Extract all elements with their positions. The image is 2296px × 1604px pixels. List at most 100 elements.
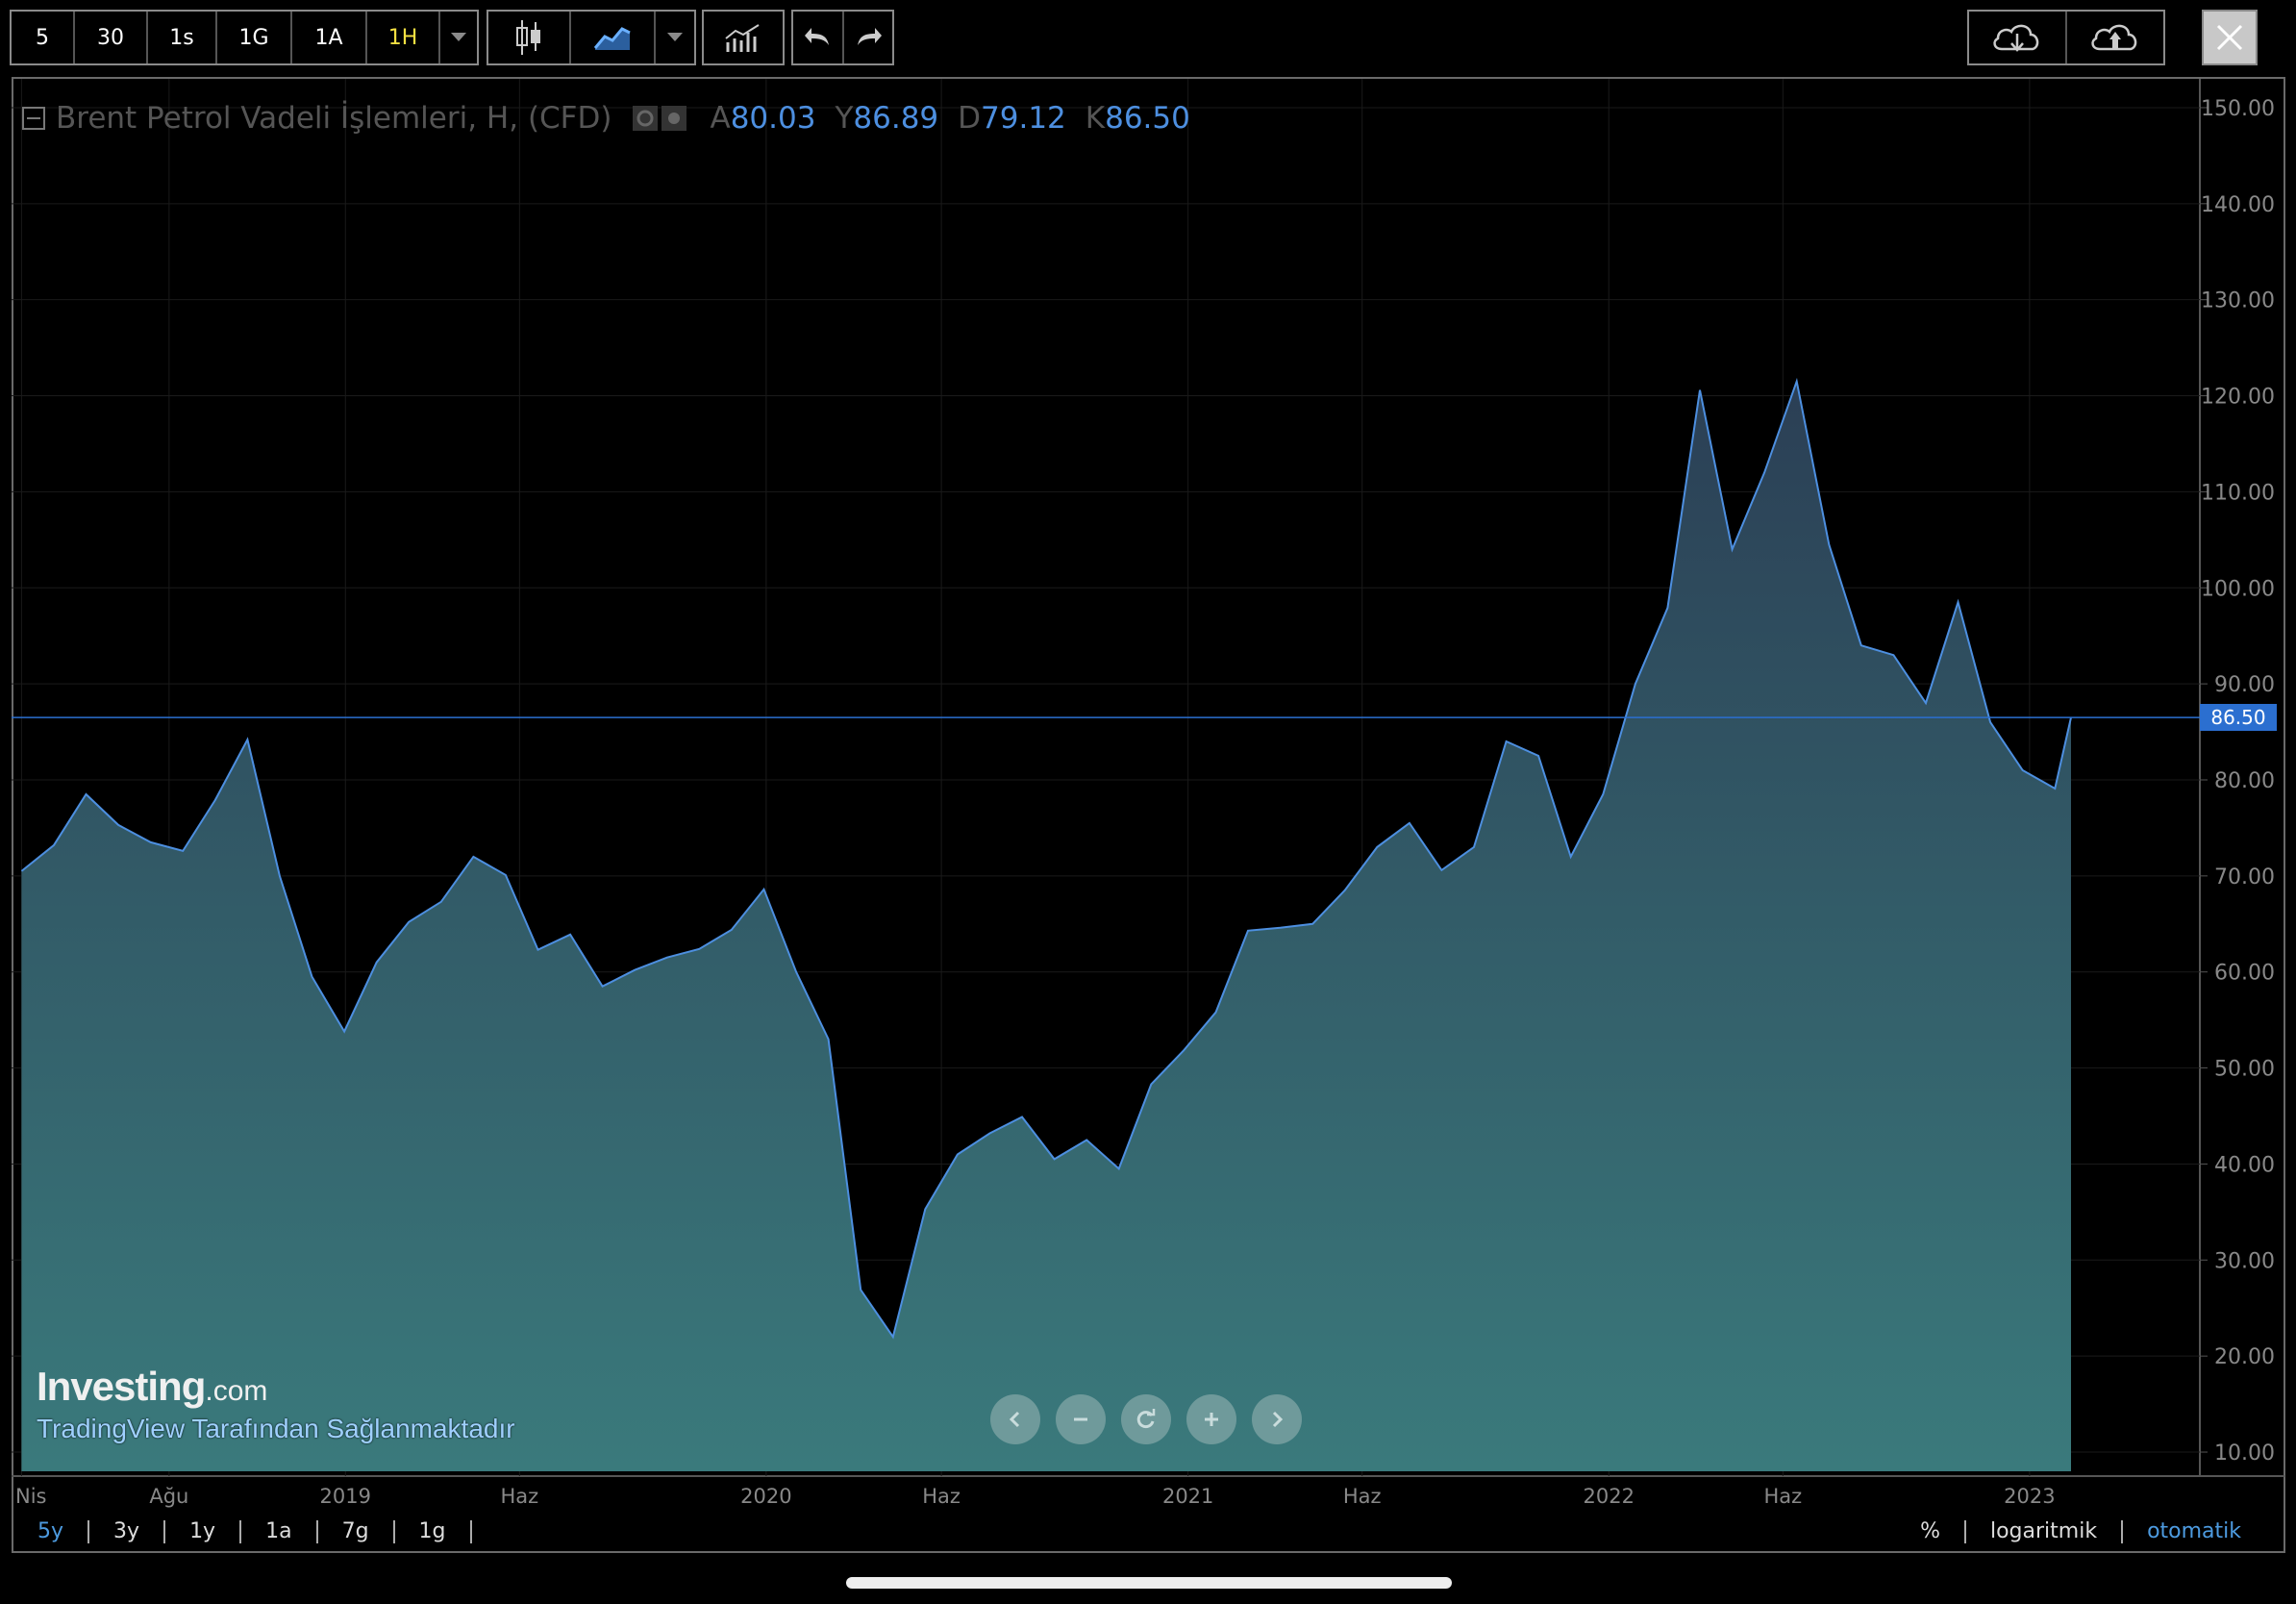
redo-icon: [858, 28, 882, 45]
y-tick-label: 120.00: [2201, 386, 2275, 410]
cloud-group: [1967, 10, 2165, 65]
undo-button[interactable]: [793, 12, 844, 63]
redo-button[interactable]: [844, 12, 892, 63]
settings-icon[interactable]: [631, 104, 690, 133]
area-chart-icon: [593, 27, 631, 50]
range-1y-button[interactable]: 1y: [165, 1520, 242, 1543]
open-label: A: [710, 101, 731, 136]
scale-options: % logaritmik otomatik: [1896, 1512, 2265, 1552]
cloud-upload-button[interactable]: [2067, 12, 2163, 63]
indicators-button[interactable]: [704, 12, 783, 63]
y-tick-label: 130.00: [2201, 289, 2275, 313]
zoom-in-button[interactable]: [1186, 1394, 1236, 1444]
zoom-out-button[interactable]: [1056, 1394, 1106, 1444]
chart-nav: [990, 1394, 1302, 1444]
y-tick-label: 10.00: [2214, 1441, 2275, 1466]
high-value: 86.89: [853, 101, 939, 136]
interval-5-button[interactable]: 5: [12, 12, 75, 63]
low-value: 79.12: [981, 101, 1066, 136]
minus-icon: [1074, 1417, 1087, 1421]
provider-text: TradingView Tarafından Sağlanmaktadır: [37, 1414, 515, 1443]
symbol-legend: Brent Petrol Vadeli İşlemleri, H, (CFD) …: [21, 94, 1190, 142]
close-icon: [2216, 24, 2243, 51]
indicators-icon: [725, 24, 760, 52]
logo-suffix: .com: [205, 1375, 268, 1407]
log-button[interactable]: logaritmik: [1963, 1520, 2121, 1543]
interval-1a-button[interactable]: 1A: [292, 12, 367, 63]
interval-1h-button[interactable]: 1H: [367, 12, 440, 63]
chevron-down-icon: [451, 33, 466, 41]
close-label: K: [1085, 101, 1106, 136]
chevron-right-icon: [1272, 1411, 1284, 1428]
high-label: Y: [835, 101, 854, 136]
investing-logo: Investing.com TradingView Tarafından Sağ…: [37, 1364, 515, 1444]
logo-main: Investing: [37, 1364, 206, 1409]
range-1a-button[interactable]: 1a: [241, 1520, 318, 1543]
range-7g-button[interactable]: 7g: [318, 1520, 395, 1543]
x-tick-label: 2021: [1162, 1485, 1213, 1508]
x-tick-label: Haz: [500, 1485, 538, 1508]
cloud-download-icon: [1993, 24, 2039, 52]
y-tick-label: 70.00: [2214, 865, 2275, 890]
range-5y-button[interactable]: 5y: [13, 1520, 90, 1543]
x-tick-label: Haz: [922, 1485, 961, 1508]
scroll-left-button[interactable]: [990, 1394, 1040, 1444]
reset-icon: [1136, 1409, 1156, 1429]
percent-button[interactable]: %: [1920, 1519, 1940, 1543]
x-tick-label: Nis: [15, 1485, 46, 1508]
y-tick-label: 40.00: [2214, 1153, 2275, 1177]
price-line: [20, 377, 2072, 1340]
history-group: [791, 10, 894, 65]
x-tick-label: Haz: [1343, 1485, 1382, 1508]
home-indicator: [846, 1577, 1452, 1589]
last-price-tag: 86.50: [2200, 704, 2277, 732]
range-3y-button[interactable]: 3y: [89, 1520, 166, 1543]
y-tick-label: 90.00: [2214, 673, 2275, 697]
x-tick-label: 2022: [1584, 1485, 1635, 1508]
close-value: 86.50: [1105, 101, 1190, 136]
y-tick-label: 100.00: [2201, 577, 2275, 601]
x-tick-label: 2019: [320, 1485, 371, 1508]
indicators-group: [702, 10, 785, 65]
interval-30-button[interactable]: 30: [75, 12, 148, 63]
chevron-left-icon: [1009, 1411, 1020, 1428]
x-tick-label: 2020: [740, 1485, 791, 1508]
y-tick-label: 50.00: [2214, 1058, 2275, 1082]
y-axis: 10.00 20.00 30.00 40.00 50.00 60.00 70.00 80.00…: [2201, 97, 2275, 1466]
y-tick-label: 30.00: [2214, 1249, 2275, 1273]
range-1g-button[interactable]: 1g: [395, 1520, 472, 1543]
candlestick-button[interactable]: [488, 12, 571, 63]
chart-type-group: [487, 10, 696, 65]
cloud-download-button[interactable]: [1969, 12, 2067, 63]
x-tick-label: 2023: [2004, 1485, 2055, 1508]
area-fill: [21, 381, 2072, 1472]
interval-1s-button[interactable]: 1s: [148, 12, 217, 63]
plus-icon: [1205, 1413, 1218, 1426]
y-tick-label: 110.00: [2201, 481, 2275, 505]
range-bar: 5y 3y 1y 1a 7g 1g % logaritmik otomatik: [13, 1512, 2284, 1552]
reset-button[interactable]: [1121, 1394, 1171, 1444]
chart-type-dropdown-button[interactable]: [656, 12, 694, 63]
y-tick-label: 60.00: [2214, 962, 2275, 986]
candlestick-icon: [516, 20, 540, 55]
x-tick-label: Ağu: [149, 1485, 188, 1508]
chevron-down-icon: [667, 33, 683, 41]
toolbar: 5 30 1s 1G 1A 1H: [0, 0, 2296, 77]
y-tick-label: 150.00: [2201, 97, 2275, 121]
x-tick-label: Haz: [1763, 1485, 1802, 1508]
interval-group: 5 30 1s 1G 1A 1H: [10, 10, 479, 65]
x-axis: Nis Ağu 2019 Haz 2020 Haz 2021 Haz 2022 Haz 2023: [15, 1485, 2056, 1508]
collapse-icon[interactable]: [21, 106, 46, 131]
auto-button[interactable]: otomatik: [2121, 1520, 2265, 1543]
scroll-right-button[interactable]: [1252, 1394, 1302, 1444]
cloud-upload-icon: [2091, 24, 2137, 51]
y-tick-label: 140.00: [2201, 193, 2275, 217]
area-chart-button[interactable]: [571, 12, 656, 63]
interval-dropdown-button[interactable]: [440, 12, 477, 63]
close-button[interactable]: [2202, 10, 2258, 65]
undo-icon: [804, 28, 829, 45]
interval-1g-button[interactable]: 1G: [217, 12, 292, 63]
y-tick-label: 20.00: [2214, 1345, 2275, 1369]
symbol-name: Brent Petrol Vadeli İşlemleri, H, (CFD): [56, 101, 612, 136]
